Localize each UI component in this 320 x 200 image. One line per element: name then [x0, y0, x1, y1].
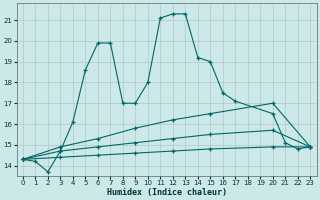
- X-axis label: Humidex (Indice chaleur): Humidex (Indice chaleur): [107, 188, 227, 197]
